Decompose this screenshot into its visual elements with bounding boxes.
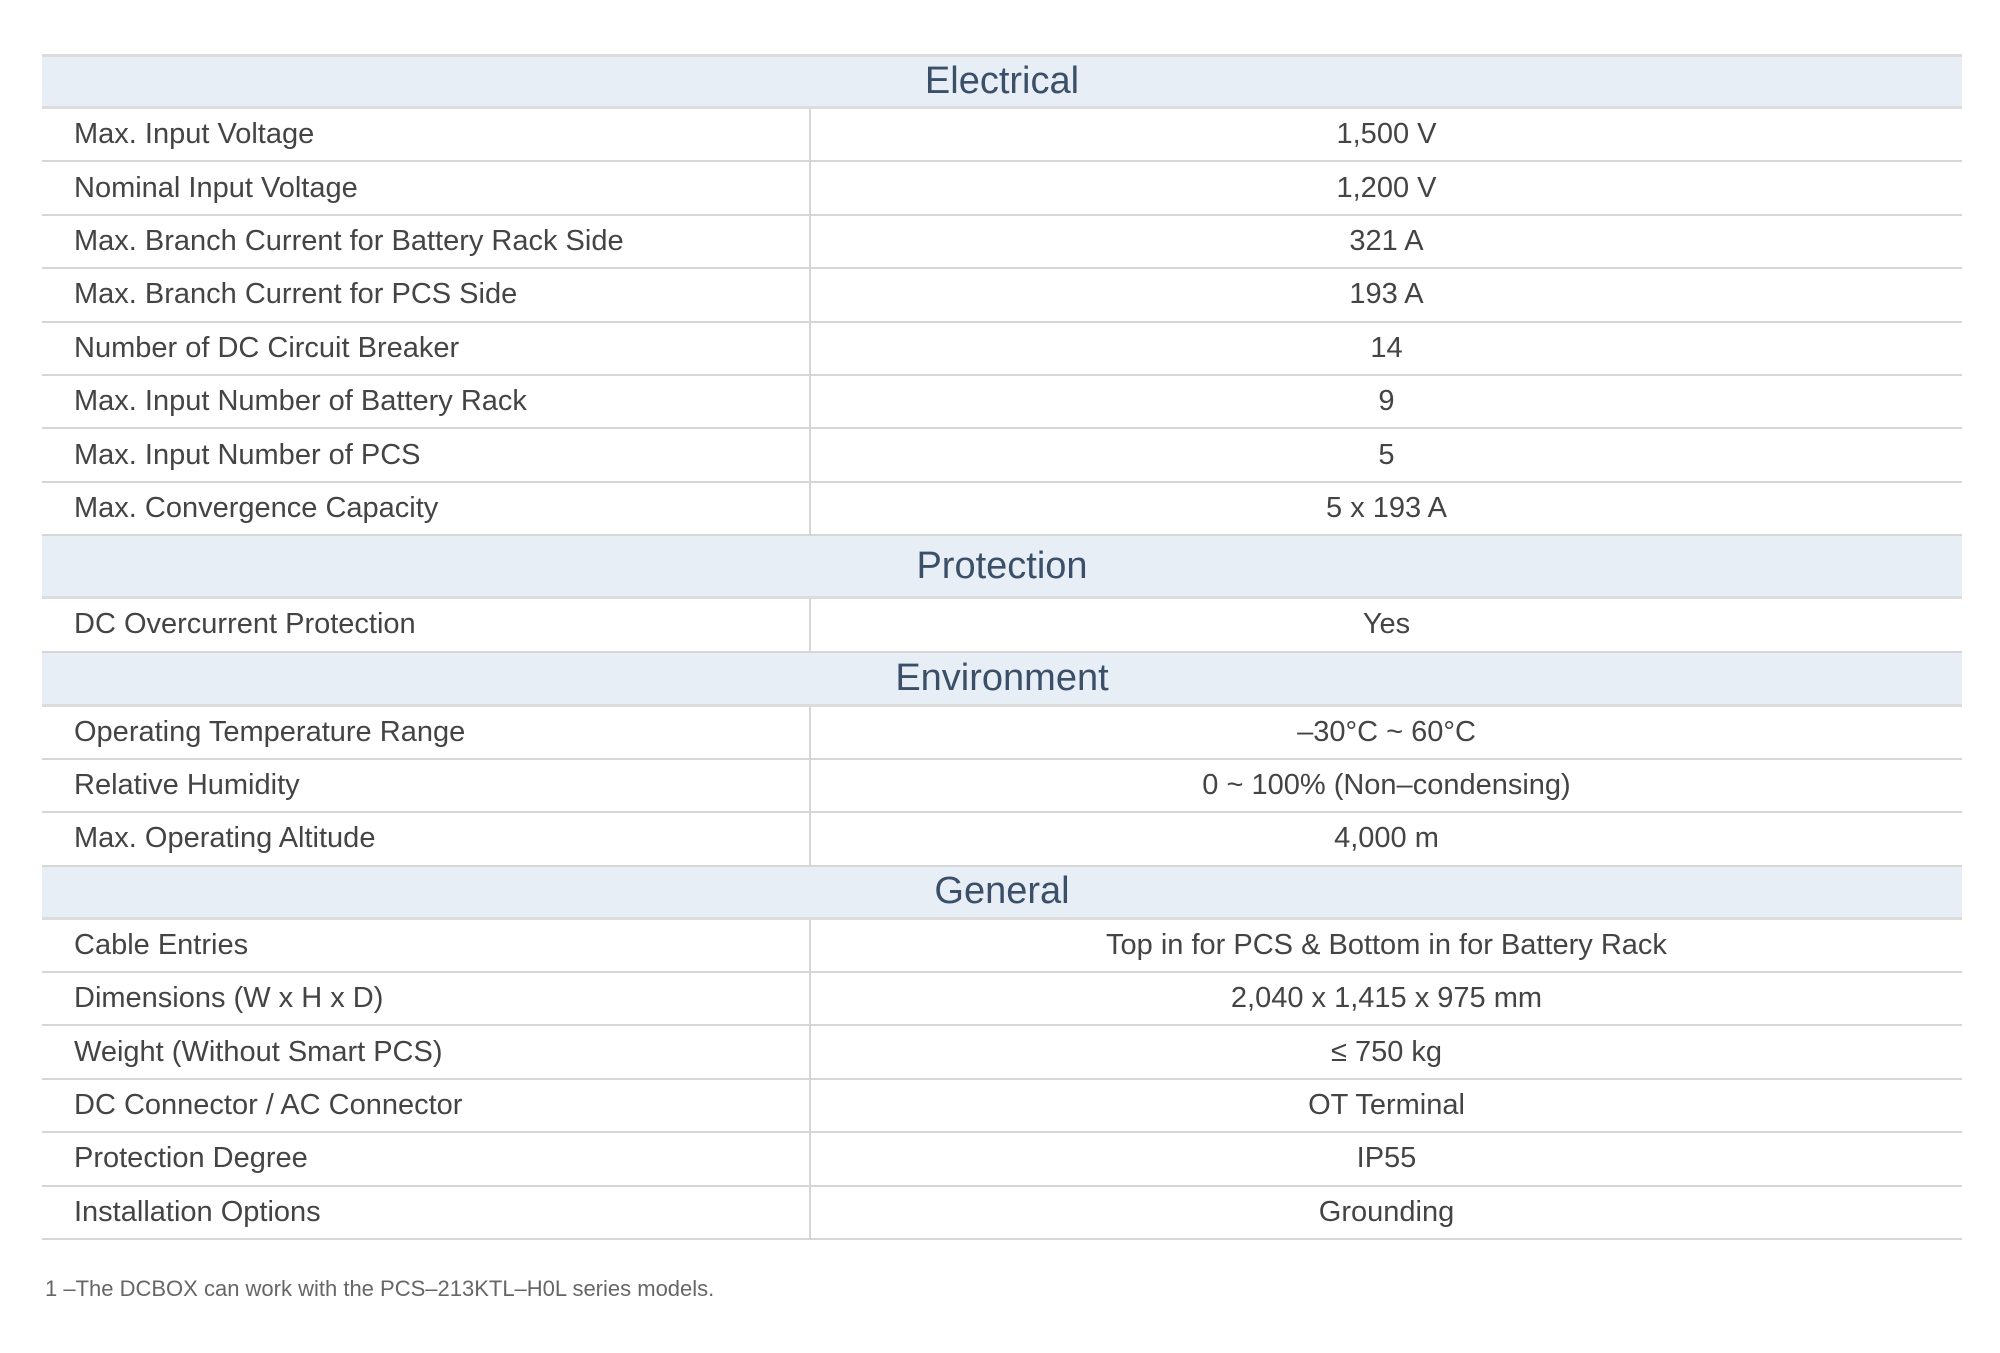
table-row: Max. Convergence Capacity 5 x 193 A <box>42 482 1962 537</box>
spec-label: Protection Degree <box>42 1133 811 1185</box>
spec-value: 1,500 V <box>1336 118 1437 151</box>
spec-label: Max. Operating Altitude <box>42 813 811 865</box>
spec-label: Relative Humidity <box>42 759 811 812</box>
spec-label: Nominal Input Voltage <box>42 162 811 214</box>
spec-label: DC Overcurrent Protection <box>42 599 811 651</box>
table-row: Nominal Input Voltage 1,200 V <box>42 162 1962 216</box>
table-row: Max. Branch Current for Battery Rack Sid… <box>42 215 1962 270</box>
spec-value: 321 A <box>1349 224 1424 257</box>
spec-value: Grounding <box>1318 1195 1455 1228</box>
spec-value: 9 <box>1378 385 1395 418</box>
spec-label: Cable Entries <box>42 919 811 972</box>
table-row: Max. Branch Current for PCS Side 193 A <box>42 269 1962 323</box>
spec-value: 0 ~ 100% (Non–condensing) <box>1202 769 1571 802</box>
section-header: Electrical <box>42 57 1962 109</box>
spec-value: 193 A <box>1349 278 1424 311</box>
spec-label: Weight (Without Smart PCS) <box>42 1026 811 1078</box>
table-row: DC Overcurrent Protection Yes <box>42 599 1962 653</box>
spec-value: Yes <box>1362 608 1411 641</box>
spec-value: Top in for PCS & Bottom in for Battery R… <box>1106 928 1667 961</box>
spec-value: OT Terminal <box>1308 1089 1465 1122</box>
spec-value: ≤ 750 kg <box>1330 1035 1443 1068</box>
section-header: Environment <box>42 652 1962 707</box>
section-header: Protection <box>42 536 1962 600</box>
spec-value: 5 x 193 A <box>1326 491 1447 524</box>
spec-label: DC Connector / AC Connector <box>42 1079 811 1132</box>
footnote: 1 –The DCBOX can work with the PCS–213KT… <box>45 1276 715 1301</box>
spec-value: 1,200 V <box>1336 171 1437 204</box>
table-row: Cable Entries Top in for PCS & Bottom in … <box>42 919 1962 974</box>
spec-value: 2,040 x 1,415 x 975 mm <box>1230 982 1543 1015</box>
table-row: Operating Temperature Range –30°C ~ 60°C <box>42 706 1962 760</box>
spec-value: 5 <box>1378 438 1395 471</box>
spec-value: –30°C ~ 60°C <box>1297 715 1476 748</box>
spec-label: Max. Input Voltage <box>42 109 811 161</box>
spec-label: Max. Convergence Capacity <box>42 482 811 535</box>
spec-value: IP55 <box>1356 1142 1417 1175</box>
section-header: General <box>42 866 1962 920</box>
table-row: Installation Options Grounding <box>42 1186 1962 1241</box>
table-row: Protection Degree IP55 <box>42 1133 1962 1187</box>
spec-label: Installation Options <box>42 1186 811 1239</box>
table-row: Max. Operating Altitude 4,000 m <box>42 813 1962 867</box>
table-row: Max. Input Voltage 1,500 V <box>42 109 1962 163</box>
table-row: Weight (Without Smart PCS) ≤ 750 kg <box>42 1026 1962 1080</box>
spec-label: Max. Branch Current for Battery Rack Sid… <box>42 215 811 268</box>
spec-label: Max. Branch Current for PCS Side <box>42 269 811 321</box>
spec-label: Operating Temperature Range <box>42 706 811 758</box>
spec-table: Electrical Max. Input Voltage 1,500 V Nomin… <box>42 54 1962 1241</box>
table-row: Dimensions (W x H x D) 2,040 x 1,415 x 97… <box>42 973 1962 1027</box>
spec-label: Max. Input Number of PCS <box>42 429 811 481</box>
spec-label: Number of DC Circuit Breaker <box>42 322 811 374</box>
table-row: Max. Input Number of PCS 5 <box>42 429 1962 483</box>
spec-label: Dimensions (W x H x D) <box>42 973 811 1025</box>
table-row: Number of DC Circuit Breaker 14 <box>42 322 1962 376</box>
table-row: Relative Humidity 0 ~ 100% (Non–condensin… <box>42 759 1962 814</box>
spec-value: 4,000 m <box>1334 822 1439 855</box>
spec-value: 14 <box>1370 331 1403 364</box>
table-row: DC Connector / AC Connector OT Terminal <box>42 1079 1962 1134</box>
spec-label: Max. Input Number of Battery Rack <box>42 375 811 428</box>
table-row: Max. Input Number of Battery Rack 9 <box>42 375 1962 430</box>
